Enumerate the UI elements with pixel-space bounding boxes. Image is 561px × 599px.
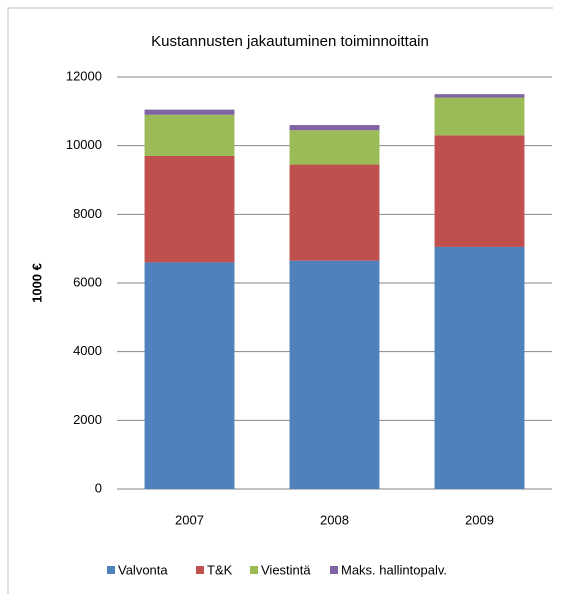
x-tick-label: 2009 — [465, 512, 494, 527]
bar-segment — [434, 246, 525, 489]
legend-label: Viestintä — [261, 562, 311, 577]
x-tick-label: 2007 — [175, 512, 204, 527]
legend-swatch — [330, 566, 338, 574]
y-tick-label: 6000 — [73, 274, 102, 289]
bar-segment — [434, 135, 525, 247]
bar-segment — [144, 109, 235, 115]
bar-segment — [434, 97, 525, 136]
bar-segment — [144, 114, 235, 156]
bar-segment — [289, 125, 380, 131]
bar-segment — [289, 164, 380, 261]
legend-swatch — [196, 566, 204, 574]
legend-label: Valvonta — [118, 562, 168, 577]
y-tick-label: 10000 — [66, 137, 102, 152]
y-tick-label: 2000 — [73, 412, 102, 427]
y-tick-label: 12000 — [66, 68, 102, 83]
bar-segment — [289, 130, 380, 165]
bar-segment — [289, 260, 380, 489]
y-tick-label: 8000 — [73, 206, 102, 221]
legend-swatch — [250, 566, 258, 574]
x-tick-label: 2008 — [320, 512, 349, 527]
bar-segment — [144, 155, 235, 263]
y-axis-label: 1000 € — [29, 263, 44, 303]
chart-title: Kustannusten jakautuminen toiminnoittain — [151, 33, 429, 50]
legend-label: Maks. hallintopalv. — [341, 562, 447, 577]
chart-frame — [7, 7, 553, 594]
legend-swatch — [107, 566, 115, 574]
bar-segment — [144, 262, 235, 489]
y-tick-label: 0 — [95, 480, 102, 495]
y-tick-label: 4000 — [73, 343, 102, 358]
bar-segment — [434, 94, 525, 98]
legend-label: T&K — [207, 562, 233, 577]
